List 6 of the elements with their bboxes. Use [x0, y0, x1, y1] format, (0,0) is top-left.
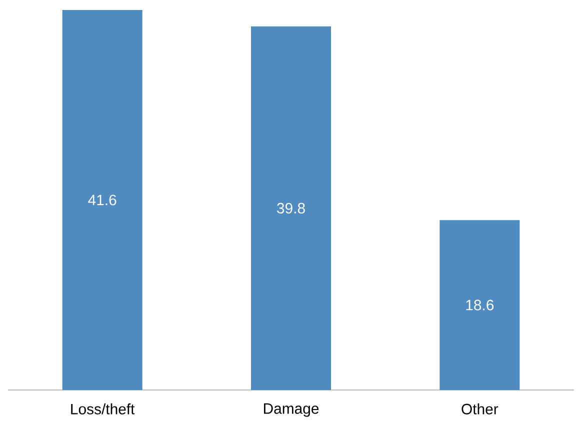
x-tick-label: Loss/theft: [71, 403, 135, 414]
data-label: 18.6: [466, 300, 494, 310]
data-label: 39.8: [277, 202, 305, 214]
data-label: 41.6: [88, 194, 116, 206]
x-tick-label: Damage: [264, 403, 319, 417]
x-tick-label: Other: [462, 403, 498, 414]
